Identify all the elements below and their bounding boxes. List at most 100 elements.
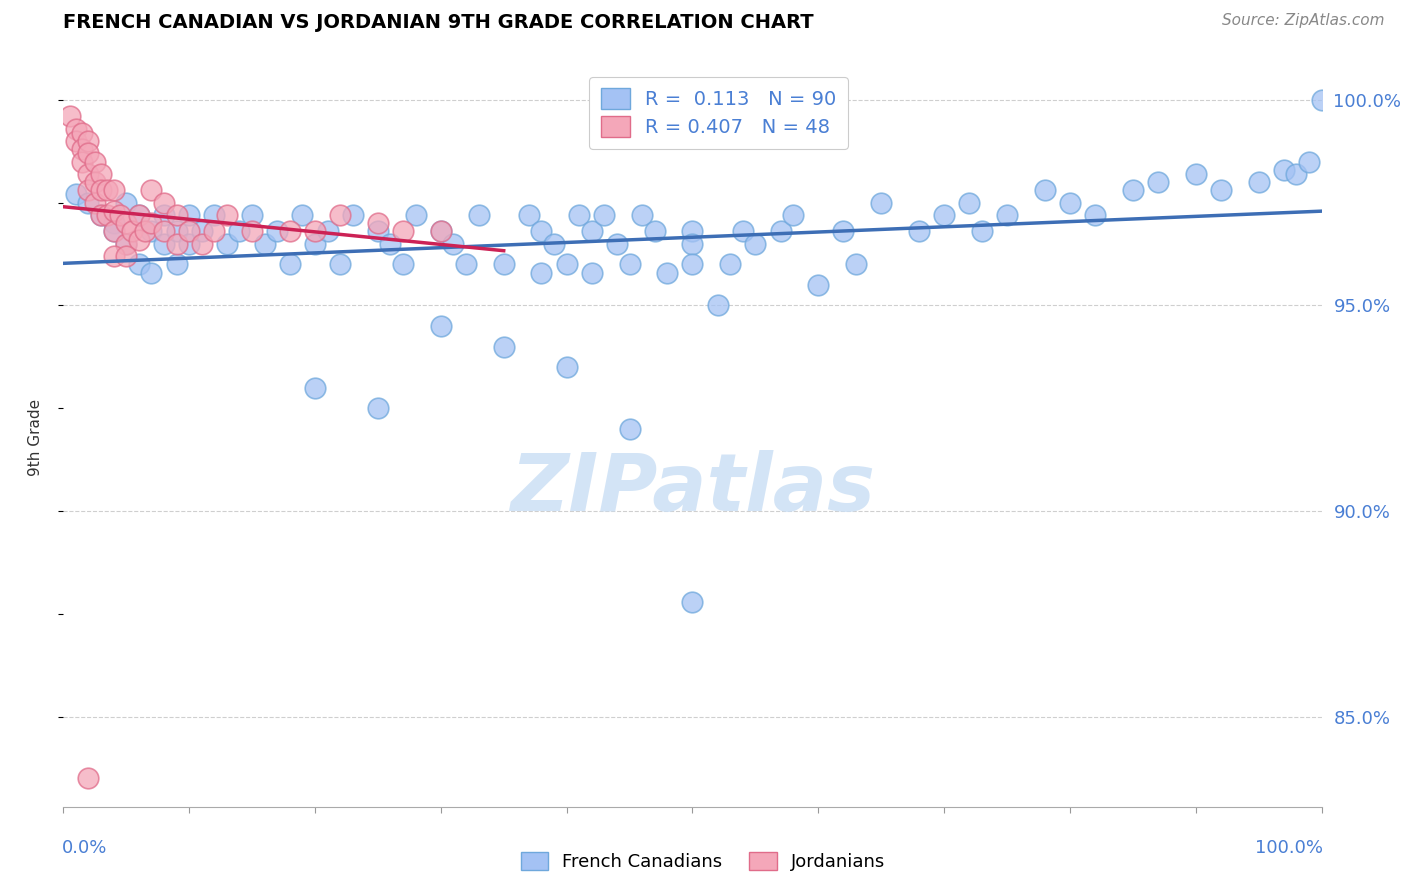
Point	[128, 257, 150, 271]
Point	[744, 236, 766, 251]
Point	[215, 208, 238, 222]
Point	[77, 167, 100, 181]
Point	[530, 224, 553, 238]
Point	[467, 208, 489, 222]
Point	[631, 208, 654, 222]
Point	[304, 381, 326, 395]
Point	[934, 208, 956, 222]
Point	[141, 224, 163, 238]
Point	[103, 183, 125, 197]
Point	[58, 109, 80, 123]
Point	[543, 236, 565, 251]
Point	[555, 360, 578, 375]
Point	[731, 224, 754, 238]
Text: 100.0%: 100.0%	[1256, 839, 1323, 857]
Point	[430, 224, 453, 238]
Text: FRENCH CANADIAN VS JORDANIAN 9TH GRADE CORRELATION CHART: FRENCH CANADIAN VS JORDANIAN 9TH GRADE C…	[63, 13, 814, 32]
Point	[492, 257, 515, 271]
Point	[115, 236, 138, 251]
Point	[1285, 167, 1308, 181]
Point	[405, 208, 427, 222]
Point	[103, 249, 125, 263]
Point	[581, 266, 603, 280]
Point	[718, 257, 741, 271]
Point	[77, 772, 100, 786]
Point	[179, 236, 201, 251]
Point	[392, 224, 415, 238]
Point	[430, 224, 453, 238]
Point	[870, 195, 893, 210]
Point	[77, 146, 100, 161]
Point	[215, 236, 238, 251]
Point	[304, 224, 326, 238]
Point	[316, 224, 339, 238]
Point	[619, 257, 641, 271]
Point	[90, 183, 112, 197]
Point	[179, 224, 201, 238]
Point	[1272, 162, 1295, 177]
Point	[121, 224, 143, 238]
Point	[128, 233, 150, 247]
Point	[166, 208, 188, 222]
Point	[392, 257, 415, 271]
Point	[957, 195, 980, 210]
Point	[83, 154, 105, 169]
Point	[228, 224, 250, 238]
Point	[593, 208, 616, 222]
Point	[367, 216, 389, 230]
Point	[103, 224, 125, 238]
Point	[103, 203, 125, 218]
Text: ZIPatlas: ZIPatlas	[510, 450, 875, 528]
Point	[278, 257, 301, 271]
Point	[96, 208, 118, 222]
Point	[153, 195, 176, 210]
Point	[115, 216, 138, 230]
Point	[845, 257, 868, 271]
Point	[77, 195, 100, 210]
Point	[682, 257, 704, 271]
Point	[90, 208, 112, 222]
Point	[1059, 195, 1081, 210]
Text: 9th Grade: 9th Grade	[28, 399, 44, 475]
Point	[606, 236, 628, 251]
Point	[90, 167, 112, 181]
Legend: French Canadians, Jordanians: French Canadians, Jordanians	[513, 845, 893, 879]
Point	[367, 224, 389, 238]
Point	[619, 422, 641, 436]
Point	[492, 340, 515, 354]
Point	[115, 236, 138, 251]
Point	[530, 266, 553, 280]
Point	[77, 134, 100, 148]
Point	[240, 224, 263, 238]
Point	[83, 175, 105, 189]
Point	[581, 224, 603, 238]
Point	[782, 208, 804, 222]
Point	[90, 208, 112, 222]
Point	[682, 594, 704, 608]
Point	[179, 208, 201, 222]
Point	[342, 208, 364, 222]
Point	[1033, 183, 1056, 197]
Legend: R =  0.113   N = 90, R = 0.407   N = 48: R = 0.113 N = 90, R = 0.407 N = 48	[589, 77, 848, 149]
Point	[115, 249, 138, 263]
Point	[706, 298, 728, 312]
Point	[153, 208, 176, 222]
Point	[1147, 175, 1170, 189]
Point	[1122, 183, 1144, 197]
Point	[240, 208, 263, 222]
Point	[153, 236, 176, 251]
Point	[65, 187, 87, 202]
Point	[682, 224, 704, 238]
Point	[108, 208, 131, 222]
Point	[329, 208, 352, 222]
Point	[266, 224, 288, 238]
Point	[454, 257, 477, 271]
Point	[329, 257, 352, 271]
Point	[153, 224, 176, 238]
Point	[304, 236, 326, 251]
Point	[83, 195, 105, 210]
Point	[141, 183, 163, 197]
Point	[166, 236, 188, 251]
Point	[1209, 183, 1232, 197]
Point	[103, 224, 125, 238]
